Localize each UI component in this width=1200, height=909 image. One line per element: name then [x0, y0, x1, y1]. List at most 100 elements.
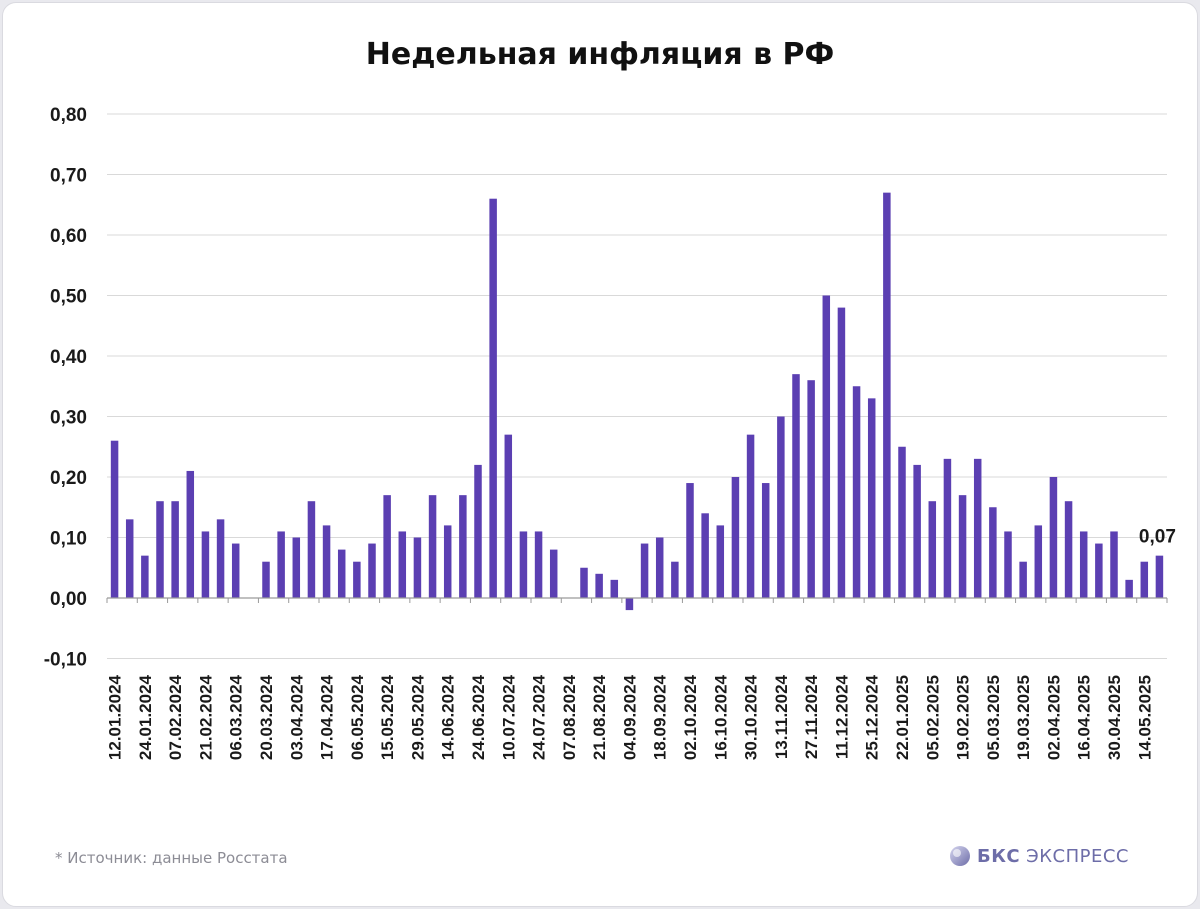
bar — [883, 192, 891, 598]
x-tick-label: 16.04.2025 — [1075, 675, 1094, 760]
bar — [958, 495, 967, 598]
bar — [610, 579, 619, 598]
bar — [141, 555, 149, 598]
bks-logo-icon — [950, 846, 970, 866]
bar — [837, 307, 846, 598]
y-tick-label: 0,30 — [50, 408, 87, 429]
bar — [428, 495, 437, 598]
brand-name-bold: БКС — [977, 845, 1021, 867]
y-tick-label: 0,70 — [50, 166, 87, 187]
bar — [398, 531, 407, 598]
bar — [792, 374, 800, 598]
bar — [807, 380, 815, 598]
y-tick-label: 0,80 — [50, 105, 87, 126]
y-tick-label: 0,50 — [50, 287, 87, 308]
bar — [534, 531, 543, 598]
x-tick-label: 07.02.2024 — [166, 674, 185, 760]
bar — [443, 525, 452, 598]
x-tick-label: 24.06.2024 — [469, 674, 488, 760]
x-tick-label: 14.06.2024 — [439, 674, 458, 760]
bar — [625, 598, 634, 611]
y-tick-label: 0,10 — [50, 529, 87, 550]
bar — [1140, 561, 1149, 598]
x-tick-label: 30.10.2024 — [742, 674, 761, 760]
bar — [928, 501, 937, 598]
x-tick-label: 27.11.2024 — [802, 674, 821, 759]
bar — [186, 470, 195, 598]
x-tick-label: 14.05.2025 — [1135, 675, 1154, 760]
bar — [580, 567, 588, 598]
x-tick-label: 06.03.2024 — [227, 674, 246, 760]
bar — [1110, 531, 1118, 598]
x-tick-label: 18.09.2024 — [651, 674, 670, 760]
bar — [1019, 561, 1027, 598]
brand-name-rest: ЭКСПРЕСС — [1026, 845, 1129, 867]
x-tick-label: 19.02.2025 — [954, 675, 973, 760]
bar — [125, 519, 134, 598]
bar — [292, 537, 301, 598]
bar — [474, 464, 482, 598]
brand-logo: БКС ЭКСПРЕСС — [949, 845, 1129, 867]
bar — [777, 416, 785, 598]
source-note: * Источник: данные Росстата — [55, 849, 288, 867]
x-tick-label: 19.03.2025 — [1014, 675, 1033, 760]
bar — [156, 501, 164, 598]
x-tick-label: 05.02.2025 — [923, 675, 942, 760]
bar — [898, 446, 906, 598]
bar — [171, 501, 179, 598]
chart-title: Недельная инфляция в РФ — [365, 37, 835, 72]
bar — [1125, 579, 1133, 598]
bar — [489, 198, 497, 598]
bar-chart: -0,10 0,00 0,10 0,20 0,30 0,40 0,50 0,60 0,70 0,8… — [44, 105, 1176, 760]
bar — [761, 483, 770, 598]
x-tick-label: 29.05.2024 — [408, 674, 427, 760]
bar — [989, 507, 997, 598]
bar — [867, 398, 876, 598]
x-tick-label: 04.09.2024 — [620, 674, 639, 760]
bar — [716, 525, 725, 598]
bar — [549, 549, 558, 598]
x-tick-label: 15.05.2024 — [378, 674, 397, 760]
bar — [368, 543, 376, 598]
bar — [262, 561, 270, 598]
bar — [353, 561, 361, 598]
y-tick-label: -0,10 — [44, 650, 87, 671]
bar — [216, 519, 225, 598]
x-tick-label: 20.03.2024 — [257, 674, 276, 760]
bar — [231, 543, 240, 598]
bar — [110, 440, 119, 598]
bar — [383, 495, 391, 598]
bar — [1004, 531, 1012, 598]
y-tick-label: 0,00 — [50, 589, 87, 610]
x-tick-label: 12.01.2024 — [106, 674, 125, 760]
bar — [322, 525, 331, 598]
bar — [913, 464, 921, 598]
x-tick-label: 10.07.2024 — [499, 674, 518, 760]
bar — [337, 549, 346, 598]
bar — [1079, 531, 1088, 598]
bar — [413, 537, 422, 598]
y-tick-label: 0,20 — [50, 468, 87, 489]
x-tick-label: 07.08.2024 — [560, 674, 579, 760]
bar — [307, 501, 316, 598]
x-tick-label: 21.08.2024 — [590, 674, 609, 760]
x-tick-label: 05.03.2025 — [984, 675, 1003, 760]
bar — [1049, 477, 1058, 598]
bar — [943, 458, 952, 598]
y-tick-label: 0,60 — [50, 226, 87, 247]
x-tick-label: 25.12.2024 — [863, 674, 882, 760]
bar — [201, 531, 210, 598]
x-tick-label: 16.10.2024 — [711, 674, 730, 760]
bar — [595, 573, 603, 598]
x-tick-label: 21.02.2024 — [196, 674, 215, 760]
bar — [852, 386, 861, 598]
bar — [731, 477, 740, 598]
bar — [1034, 525, 1043, 598]
bar — [686, 483, 694, 598]
bar — [701, 513, 709, 598]
bar — [1095, 543, 1103, 598]
x-tick-label: 22.01.2025 — [893, 675, 912, 760]
bar — [973, 458, 982, 598]
data-label: 0,07 — [1139, 527, 1176, 548]
